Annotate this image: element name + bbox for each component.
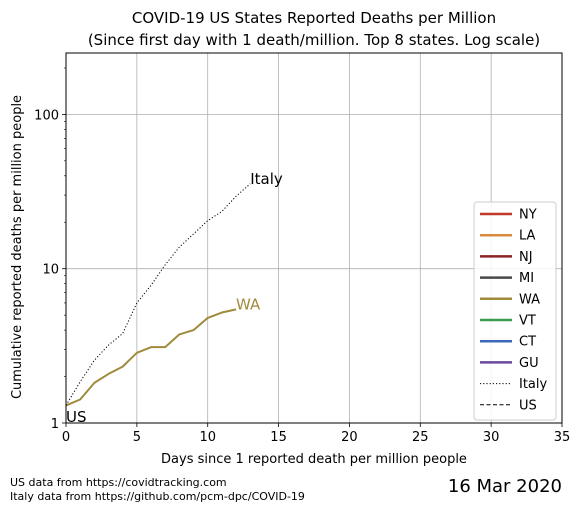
legend-label-gu: GU [519,356,539,371]
y-tick-label: 100 [34,108,59,123]
y-axis-label: Cumulative reported deaths per million p… [10,95,25,399]
plot-frame [65,52,563,424]
legend: NY LA NJ MI WA VT CT GU Italy US [473,201,557,421]
legend-label-italy: Italy [519,377,548,392]
x-tick-label: 15 [270,430,287,445]
series-lines [65,183,251,407]
legend-label-vt: VT [519,314,536,329]
annotation-us: US [66,408,87,426]
x-tick-label: 5 [133,430,141,445]
axis-ticks: 0 5 10 15 20 25 30 35 1 10 100 [34,67,571,445]
x-tick-label: 10 [199,430,216,445]
source-italy: Italy data from https://github.com/pcm-d… [10,490,305,503]
y-tick-label: 1 [51,417,59,432]
legend-label-mi: MI [519,271,534,286]
annotations: Italy WA US [66,170,283,426]
chart-subtitle: (Since first day with 1 death/million. T… [88,31,540,49]
legend-label-ct: CT [519,335,536,350]
y-tick-label: 10 [42,263,59,278]
series-line-italy [65,183,251,406]
chart-title: COVID-19 US States Reported Deaths per M… [132,9,496,27]
x-tick-label: 30 [483,430,500,445]
x-tick-label: 20 [341,430,358,445]
legend-label-wa: WA [519,292,540,307]
annotation-wa: WA [236,295,261,313]
legend-label-us: US [519,398,537,413]
annotation-italy: Italy [250,170,283,188]
series-line-wa [65,308,237,407]
legend-label-nj: NJ [519,250,533,265]
x-tick-label: 0 [62,430,70,445]
chart-date: 16 Mar 2020 [447,476,562,497]
x-tick-label: 25 [412,430,429,445]
legend-label-la: LA [519,229,536,244]
source-us: US data from https://covidtracking.com [10,476,227,489]
x-tick-label: 35 [554,430,571,445]
x-axis-label: Days since 1 reported death per million … [161,452,467,467]
legend-label-ny: NY [519,208,537,223]
chart: COVID-19 US States Reported Deaths per M… [10,9,571,467]
